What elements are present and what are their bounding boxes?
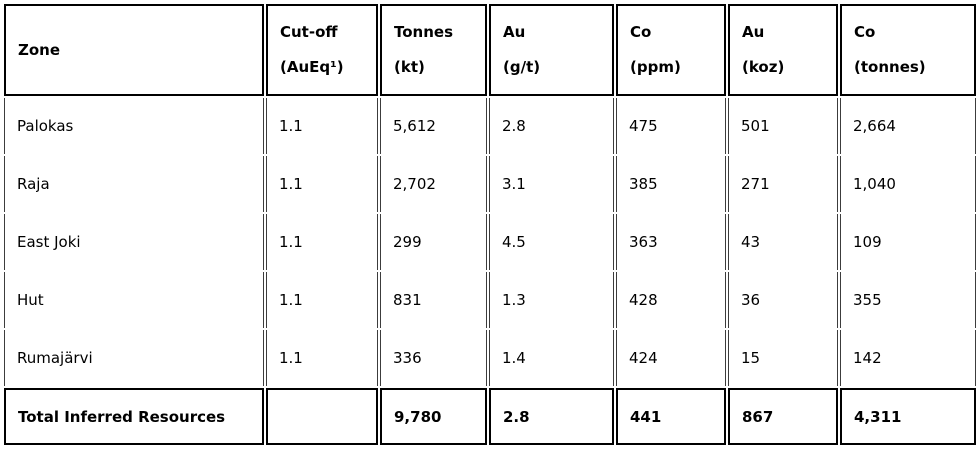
table-row-raja: Raja 1.1 2,702 3.1 385 271 1,040 [4,156,976,212]
column-header-au-koz-line2: (koz) [742,58,785,76]
column-header-co-ppm: Co (ppm) [616,4,726,96]
column-header-zone-label: Zone [18,40,61,59]
cell-cutoff: 1.1 [266,272,378,328]
table-row-hut: Hut 1.1 831 1.3 428 36 355 [4,272,976,328]
cell-au-koz: 15 [728,330,838,386]
cell-co-ppm: 475 [616,98,726,154]
header-row: Zone Cut-off (AuEq¹) Tonnes (kt) Au (g/t… [4,4,976,96]
column-header-tonnes-line2: (kt) [394,58,425,76]
cell-au-koz: 501 [728,98,838,154]
table-row-east-joki: East Joki 1.1 299 4.5 363 43 109 [4,214,976,270]
column-header-au-koz: Au (koz) [728,4,838,96]
cell-zone: Raja [4,156,264,212]
cell-cutoff: 1.1 [266,156,378,212]
cell-co-tonnes: 142 [840,330,976,386]
cell-total-au-koz: 867 [728,388,838,445]
cell-au-gt: 2.8 [489,98,614,154]
column-header-tonnes: Tonnes (kt) [380,4,487,96]
cell-au-koz: 43 [728,214,838,270]
table-row-total: Total Inferred Resources 9,780 2.8 441 8… [4,388,976,445]
cell-total-label: Total Inferred Resources [4,388,264,445]
cell-cutoff: 1.1 [266,98,378,154]
column-header-cutoff-line1: Cut-off [280,23,338,41]
cell-au-koz: 271 [728,156,838,212]
column-header-co-tonnes-line2: (tonnes) [854,58,926,76]
cell-au-gt: 1.4 [489,330,614,386]
cell-tonnes: 5,612 [380,98,487,154]
cell-total-au-gt: 2.8 [489,388,614,445]
column-header-co-tonnes-line1: Co [854,23,876,41]
cell-co-tonnes: 355 [840,272,976,328]
cell-co-ppm: 424 [616,330,726,386]
column-header-co-tonnes: Co (tonnes) [840,4,976,96]
column-header-co-ppm-line1: Co [630,23,652,41]
cell-total-co-ppm: 441 [616,388,726,445]
cell-zone: Palokas [4,98,264,154]
column-header-au-gt: Au (g/t) [489,4,614,96]
column-header-cutoff: Cut-off (AuEq¹) [266,4,378,96]
cell-co-ppm: 385 [616,156,726,212]
column-header-au-gt-line1: Au [503,23,526,41]
column-header-tonnes-line1: Tonnes [394,23,454,41]
cell-zone: Rumajärvi [4,330,264,386]
cell-co-tonnes: 109 [840,214,976,270]
cell-au-gt: 4.5 [489,214,614,270]
cell-co-tonnes: 1,040 [840,156,976,212]
cell-cutoff: 1.1 [266,214,378,270]
cell-au-gt: 1.3 [489,272,614,328]
cell-total-tonnes: 9,780 [380,388,487,445]
column-header-cutoff-line2: (AuEq¹) [280,58,344,76]
cell-au-gt: 3.1 [489,156,614,212]
cell-co-ppm: 363 [616,214,726,270]
cell-au-koz: 36 [728,272,838,328]
cell-tonnes: 299 [380,214,487,270]
cell-total-cutoff [266,388,378,445]
cell-tonnes: 831 [380,272,487,328]
column-header-co-ppm-line2: (ppm) [630,58,681,76]
column-header-au-koz-line1: Au [742,23,765,41]
table-row-palokas: Palokas 1.1 5,612 2.8 475 501 2,664 [4,98,976,154]
cell-co-ppm: 428 [616,272,726,328]
cell-cutoff: 1.1 [266,330,378,386]
cell-co-tonnes: 2,664 [840,98,976,154]
cell-total-co-tonnes: 4,311 [840,388,976,445]
column-header-zone: Zone [4,4,264,96]
column-header-au-gt-line2: (g/t) [503,58,541,76]
cell-zone: East Joki [4,214,264,270]
table-row-rumajarvi: Rumajärvi 1.1 336 1.4 424 15 142 [4,330,976,386]
cell-tonnes: 2,702 [380,156,487,212]
cell-zone: Hut [4,272,264,328]
cell-tonnes: 336 [380,330,487,386]
